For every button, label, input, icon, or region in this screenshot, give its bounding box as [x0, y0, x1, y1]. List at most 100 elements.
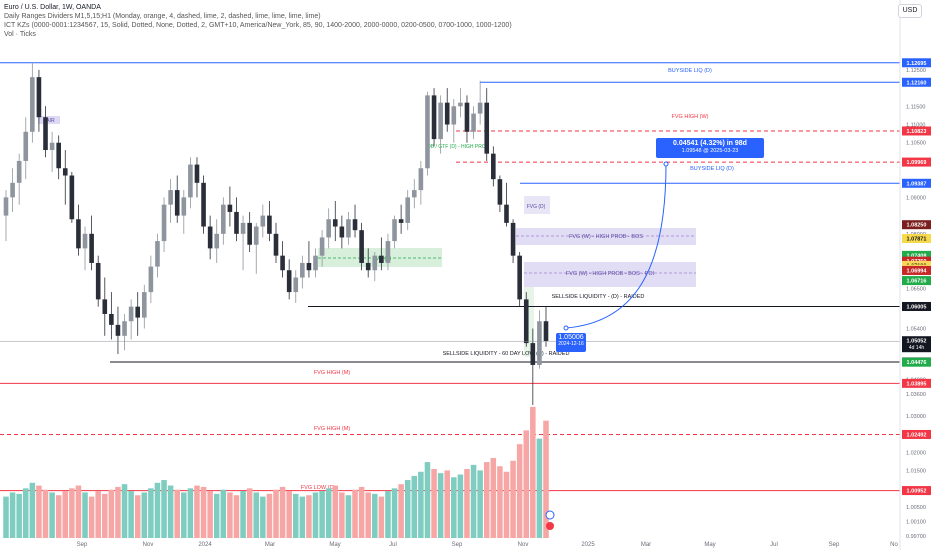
time-axis-label: 2025	[581, 542, 595, 548]
candle-body	[438, 102, 443, 140]
candle-body	[148, 266, 154, 293]
candle-body	[306, 262, 312, 271]
volume-bar	[121, 484, 128, 538]
candle-body	[365, 262, 371, 271]
candle-body	[286, 270, 292, 293]
volume-bar	[49, 492, 55, 538]
candle-body	[135, 306, 141, 318]
level-label-9: FVG LOW (D)	[301, 485, 336, 491]
volume-bar	[148, 488, 154, 538]
volume-bar	[207, 491, 213, 538]
candle-body	[82, 233, 88, 249]
candle-body	[346, 219, 351, 238]
candle-body	[339, 226, 345, 238]
price-tag-bg-3	[902, 157, 931, 167]
candle-body	[425, 95, 430, 169]
volume-bar	[200, 486, 207, 538]
projection-end-point	[663, 161, 669, 167]
zone-label-fvg-lower: FVG (W) - HIGH PROB - BOS - POI	[566, 271, 655, 277]
volume-bar	[128, 491, 134, 538]
candle-body	[267, 215, 272, 234]
candle-body	[214, 233, 220, 249]
candle-body	[517, 255, 522, 300]
time-axis-label: May	[704, 542, 715, 548]
price-tag-bg-6	[902, 234, 931, 244]
price-axis-label: 1.12500	[906, 68, 926, 74]
candle-body	[326, 219, 331, 238]
volume-bar	[82, 492, 88, 538]
event-flash-icon	[545, 510, 555, 520]
volume-bar	[279, 486, 286, 538]
volume-bar	[102, 493, 108, 538]
time-axis-label: No	[890, 542, 898, 548]
legend-line-killzones: ICT KZs (0000-0001:1234567, 15, Solid, D…	[4, 22, 512, 29]
candle-body	[379, 255, 384, 263]
volume-bar	[187, 488, 194, 538]
candle-body	[398, 219, 404, 223]
volume-bar	[286, 491, 292, 538]
candle-body	[3, 197, 9, 216]
volume-bar	[246, 488, 253, 538]
candle-body	[109, 313, 114, 325]
projection-arc	[565, 163, 667, 329]
volume-bar	[391, 488, 398, 538]
volume-bar	[358, 486, 365, 538]
volume-bar	[167, 485, 174, 538]
zone-label-ob: OB / GTF (D) - HIGH PROB	[427, 144, 490, 150]
time-axis-label: Sep	[829, 542, 840, 548]
volume-bar	[161, 480, 167, 538]
volume-bar	[108, 489, 115, 538]
candle-body	[352, 219, 358, 231]
price-tag-bg-14	[902, 336, 931, 353]
price-axis-label: 1.00100	[906, 520, 926, 526]
volume-bar	[95, 491, 101, 538]
current-price-pin: 1.05006 2024-12-16	[556, 333, 586, 352]
candle-body	[444, 102, 450, 125]
price-tag-6: 1.07871	[907, 237, 927, 243]
volume-bar	[457, 474, 464, 538]
volume-bar	[398, 484, 404, 538]
price-tag-bg-5	[902, 220, 931, 230]
volume-bar	[240, 491, 246, 538]
volume-bar	[372, 493, 378, 538]
volume-bar	[418, 471, 424, 538]
level-label-5: SELLSIDE LIQUIDITY - (D) - RAIDED	[552, 294, 645, 300]
candle-body	[128, 306, 134, 322]
volume-bar	[516, 444, 523, 538]
candle-body	[62, 168, 68, 176]
volume-bar	[62, 491, 69, 538]
candle-body	[188, 164, 193, 198]
fvg-daily-zone	[524, 196, 550, 214]
fvg-weekly-zone-lower	[524, 262, 696, 287]
currency-button[interactable]: USD	[898, 4, 922, 18]
price-axis-label: 1.11500	[906, 104, 925, 110]
fvg-weekly-zone-upper	[516, 228, 696, 245]
candle-body	[76, 219, 81, 249]
candle-body	[431, 95, 437, 140]
volume-bar	[42, 489, 49, 538]
candle-body	[155, 241, 160, 267]
time-axis-label: Mar	[265, 542, 275, 548]
candle-body	[471, 113, 476, 132]
volume-bar	[16, 493, 22, 538]
time-axis-label: Mar	[641, 542, 651, 548]
volume-bar	[543, 420, 549, 538]
volume-bar	[36, 485, 42, 538]
candle-body	[280, 255, 285, 271]
price-axis-label: 1.06500	[906, 286, 926, 292]
volume-bar	[345, 495, 352, 538]
price-tag-bg-0	[902, 58, 931, 68]
price-tag-bg-1	[902, 77, 931, 87]
volume-bar	[299, 496, 306, 538]
candle-body	[411, 190, 417, 198]
candle-body	[497, 179, 503, 205]
volume-bar	[319, 491, 325, 538]
candle-body	[201, 182, 206, 227]
candle-body	[319, 237, 325, 256]
candle-body	[451, 106, 457, 125]
candle-body	[464, 102, 470, 132]
candle-body	[23, 131, 29, 161]
time-axis-label: May	[329, 542, 340, 548]
